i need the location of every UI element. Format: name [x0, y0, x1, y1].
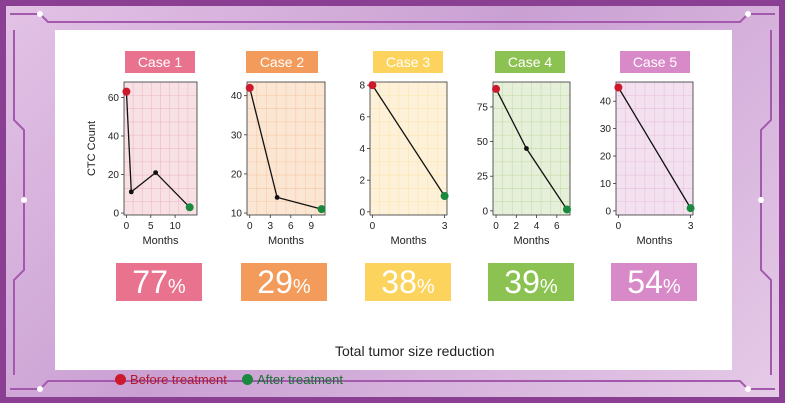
case-4-reduction-value: 39	[504, 264, 540, 300]
case-3-reduction: 38%	[365, 263, 451, 301]
case-2-after-point	[317, 205, 326, 214]
case-2-reduction: 29%	[241, 263, 327, 301]
case-5-x-tick-label-0: 0	[616, 221, 622, 232]
case-4-plot-frame	[492, 81, 571, 216]
case-4-y-tick-label-2: 50	[477, 137, 489, 148]
case-1-y-tick-label-1: 20	[108, 170, 120, 181]
case-2-y-tick-label-0: 10	[231, 209, 243, 220]
case-5-reduction-unit: %	[662, 276, 681, 298]
case-1-x-tick-label-2: 10	[170, 221, 182, 232]
case-3-series-line	[371, 84, 446, 197]
case-4-data-point-1	[524, 146, 529, 151]
case-1-x-axis-label: Months	[142, 235, 179, 247]
case-2-data-point-1	[274, 194, 280, 200]
case-5-y-tick-label-0: 0	[605, 206, 611, 217]
legend-after: After treatment	[242, 372, 343, 387]
case-4-before-point	[492, 84, 501, 93]
case-1-data-point-2	[153, 170, 159, 175]
case-3-x-tick-label-1: 3	[442, 221, 448, 232]
case-5-label: Case 5	[620, 51, 690, 73]
case-4-label: Case 4	[495, 51, 565, 73]
case-2-x-tick-label-0: 0	[247, 221, 253, 232]
case-1-y-tick-label-0: 0	[113, 209, 119, 220]
case-5-y-tick-label-2: 20	[600, 152, 612, 163]
case-2-y-tick-label-3: 40	[231, 91, 243, 102]
green-dot-icon	[242, 374, 253, 385]
legend-after-label: After treatment	[257, 372, 343, 387]
case-4-x-tick-label-2: 4	[534, 221, 540, 232]
case-1-reduction-unit: %	[167, 276, 186, 298]
case-5-y-tick-label-4: 40	[600, 97, 612, 108]
case-4-x-tick-label-3: 6	[554, 221, 560, 232]
case-2-y-tick-label-1: 20	[231, 169, 243, 180]
case-3-x-tick-label-0: 0	[370, 221, 376, 232]
red-dot-icon	[115, 374, 126, 385]
legend-before-label: Before treatment	[130, 372, 227, 387]
case-4-y-tick-label-1: 25	[477, 172, 489, 183]
legend-before: Before treatment	[115, 372, 227, 387]
case-4-y-tick-label-3: 75	[477, 102, 489, 113]
case-2-x-tick-label-3: 9	[309, 221, 315, 232]
case-5-before-point	[614, 83, 623, 92]
case-1-y-tick-label-2: 40	[108, 131, 120, 142]
case-5-reduction-value: 54	[627, 264, 663, 300]
case-4-x-axis-label: Months	[513, 235, 550, 247]
case-1-reduction-value: 77	[132, 264, 168, 300]
case-2-plot-background	[247, 82, 325, 215]
case-3-x-axis-label: Months	[390, 235, 427, 247]
case-2-x-tick-label-2: 6	[288, 221, 294, 232]
case-4-reduction-unit: %	[539, 276, 558, 298]
case-1-data-point-1	[128, 189, 134, 195]
case-2-x-tick-label-1: 3	[267, 221, 273, 232]
case-4-x-tick-label-1: 2	[514, 221, 520, 232]
case-5-plot-frame	[615, 81, 694, 216]
case-5-y-tick-label-1: 10	[600, 179, 612, 190]
footer-title: Total tumor size reduction	[335, 343, 495, 359]
case-4-reduction: 39%	[488, 263, 574, 301]
case-4-y-tick-label-0: 0	[482, 206, 488, 217]
case-1-after-point	[185, 203, 194, 212]
case-3-y-tick-label-2: 4	[359, 144, 365, 155]
case-5-reduction: 54%	[611, 263, 697, 301]
case-3-y-tick-label-0: 0	[359, 207, 365, 218]
case-3-y-tick-label-1: 2	[359, 176, 365, 187]
case-3-y-tick-label-3: 6	[359, 112, 365, 123]
case-1-plot-background	[124, 82, 197, 215]
case-2-reduction-value: 29	[257, 264, 293, 300]
case-2-x-axis-label: Months	[268, 235, 305, 247]
case-1-reduction: 77%	[116, 263, 202, 301]
case-5-x-tick-label-1: 3	[688, 221, 694, 232]
case-1-x-tick-label-1: 5	[148, 221, 154, 232]
case-3-reduction-value: 38	[381, 264, 417, 300]
case-5-after-point	[686, 204, 695, 213]
case-3-after-point	[440, 192, 449, 200]
chart-panel: 0 5 10 0 20 40 60 Months CTC Count 0 3 6 9 10 20 30 40 Mo…	[55, 30, 732, 387]
case-2-plot-frame	[246, 81, 326, 216]
case-5-y-tick-label-3: 30	[600, 124, 612, 135]
case-1-series-line	[125, 91, 191, 208]
case-1-x-tick-label-0: 0	[124, 221, 130, 232]
case-3-before-point	[368, 81, 377, 90]
case-2-reduction-unit: %	[292, 276, 311, 298]
case-5-x-axis-label: Months	[636, 235, 673, 247]
case-1-y-tick-label-3: 60	[108, 93, 120, 104]
case-4-x-tick-label-0: 0	[493, 221, 499, 232]
case-2-label: Case 2	[246, 51, 318, 73]
case-3-y-tick-label-4: 8	[359, 81, 365, 92]
case-2-before-point	[245, 83, 254, 92]
case-5-series-line	[617, 87, 692, 209]
case-4-after-point	[562, 205, 571, 214]
case-1-plot-frame	[123, 81, 198, 216]
case-2-y-tick-label-2: 30	[231, 130, 243, 141]
case-3-reduction-unit: %	[416, 276, 435, 298]
case-3-plot-background	[370, 82, 447, 215]
case-1-label: Case 1	[125, 51, 195, 73]
case-1-before-point	[122, 87, 131, 96]
case-3-label: Case 3	[373, 51, 443, 73]
case-4-plot-background	[493, 82, 570, 215]
case-1-y-axis-label: CTC Count	[86, 121, 98, 176]
